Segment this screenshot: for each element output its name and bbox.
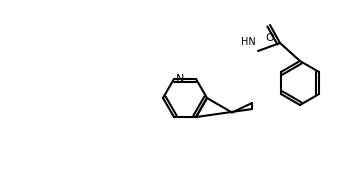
Text: N: N	[176, 74, 185, 84]
Text: O: O	[266, 33, 274, 43]
Text: HN: HN	[241, 37, 256, 47]
